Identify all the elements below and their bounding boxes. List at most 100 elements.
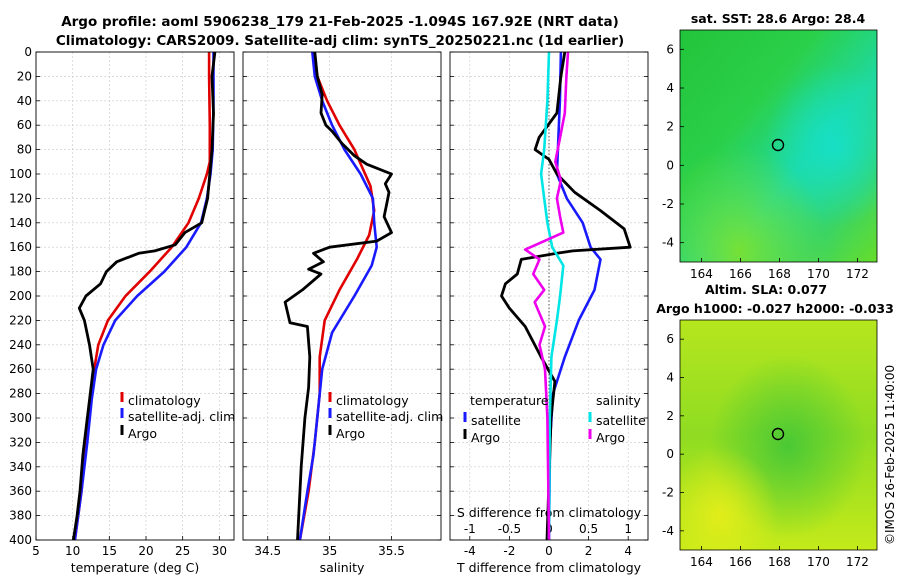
ytick-label: 340 [9,460,32,474]
map-ytick-label: 0 [666,447,674,461]
xaxis-label: temperature (deg C) [71,560,200,575]
map-ytick-label: 2 [666,120,674,134]
xtick-label: 2 [585,544,593,558]
ytick-label: 300 [9,411,32,425]
map-ytick-label: -2 [662,486,674,500]
xtick-label: -2 [503,544,515,558]
ytick-label: 180 [9,265,32,279]
sst-argo-marker [771,138,785,152]
map-xtick-label: 172 [846,555,869,569]
figure-title-line2: Climatology: CARS2009. Satellite-adj cli… [56,33,624,49]
ytick-label: 100 [9,167,32,181]
series-satellite-adj-clim [298,51,379,541]
sla-argo-marker [771,427,785,441]
map-ytick-label: -2 [662,197,674,211]
xtick-label: 35 [322,544,337,558]
map-ytick-label: 6 [666,42,674,56]
series-salinity-argo [523,51,570,541]
sla-map-title-line2: Argo h1000: -0.027 h2000: -0.033 [656,301,894,316]
legend-label: satellite [596,413,646,428]
ytick-label: 200 [9,289,32,303]
xtick-label: 35.5 [378,544,405,558]
xtick-label: -4 [464,544,476,558]
ytick-label: 260 [9,362,32,376]
ytick-label: 140 [9,216,32,230]
xtick-label: 15 [102,544,117,558]
ytick-label: 320 [9,435,32,449]
legend-label: satellite [471,413,521,428]
stick-label: -1 [464,522,476,536]
sst-map: sat. SST: 28.6 Argo: 28.4 164 166 168 170 17… [662,11,878,281]
ytick-label: 280 [9,387,32,401]
panel-salinity: 34.5 35 35.5 salinity climatologysatellite-a… [242,51,443,575]
xaxis-label: T difference from climatology [456,560,642,575]
ytick-label: 400 [9,533,32,547]
map-xtick-label: 166 [729,267,752,281]
legend-label: climatology [128,393,201,408]
legend-label: Argo [128,426,157,441]
xtick-label: 4 [624,544,632,558]
panel-frame [242,51,442,541]
map-xtick-label: 168 [768,267,791,281]
map-xtick-label: 164 [690,555,713,569]
legend-title-temperature: temperature [470,393,549,408]
panel-frame [35,51,235,541]
ytick-label: 380 [9,509,32,523]
xtick-label: 34.5 [254,544,281,558]
panel-difference: -4 -2 0 2 4-1 -0.5 0 0.5 1S difference from clim… [449,51,649,575]
legend-label: climatology [336,393,409,408]
stick-label: 0.5 [579,522,598,536]
legend-label: Argo [336,426,365,441]
xtick-label: 5 [32,544,40,558]
xtick-label: 0 [545,544,553,558]
legend-title-salinity: salinity [596,393,641,408]
map-ytick-label: 6 [666,332,674,346]
sst-map-title: sat. SST: 28.6 Argo: 28.4 [691,11,866,26]
xtick-label: 30 [212,544,227,558]
ytick-label: 0 [24,45,32,59]
ytick-label: 160 [9,240,32,254]
map-xtick-label: 168 [768,555,791,569]
xaxis-label: salinity [320,560,365,575]
map-ytick-label: 4 [666,371,674,385]
map-xtick-label: 166 [729,555,752,569]
ytick-label: 40 [17,94,32,108]
sla-map: Altim. SLA: 0.077 Argo h1000: -0.027 h20… [656,282,894,569]
map-ytick-label: 4 [666,81,674,95]
stick-label: 1 [624,522,632,536]
ytick-label: 220 [9,313,32,327]
ytick-label: 240 [9,338,32,352]
ytick-label: 20 [17,69,32,83]
ytick-label: 60 [17,118,32,132]
map-xtick-label: 170 [807,267,830,281]
series-argo [72,51,217,541]
grid-salinity [243,51,441,541]
panel-temperature: 0 20 40 60 80 100 120 140 160 180 200 220 240 260 280 3… [9,45,235,575]
series-argo [283,51,393,541]
series-salinity-satellite [539,51,565,541]
sla-map-title-line1: Altim. SLA: 0.077 [705,282,827,297]
xtick-label: 10 [65,544,80,558]
ytick-label: 120 [9,191,32,205]
map-xtick-label: 172 [846,267,869,281]
map-ytick-label: -4 [662,524,674,538]
map-xtick-label: 164 [690,267,713,281]
stick-label: -0.5 [498,522,521,536]
legend-label: Argo [471,430,500,445]
figure-title-line1: Argo profile: aoml 5906238_179 21-Feb-20… [61,14,619,30]
map-ytick-label: 0 [666,158,674,172]
map-ytick-label: 2 [666,409,674,423]
ytick-label: 80 [17,143,32,157]
xtick-label: 20 [138,544,153,558]
grid-temperature [35,51,234,541]
legend-label: satellite-adj. clim [336,409,443,424]
legend-label: satellite-adj. clim [128,409,235,424]
map-ytick-label: -4 [662,236,674,250]
map-xtick-label: 170 [807,555,830,569]
panel-frame [449,51,649,541]
imos-credit: ©IMOS 26-Feb-2025 11:40:00 [883,365,897,545]
legend-label: Argo [596,430,625,445]
ytick-label: 360 [9,484,32,498]
xtick-label: 25 [175,544,190,558]
